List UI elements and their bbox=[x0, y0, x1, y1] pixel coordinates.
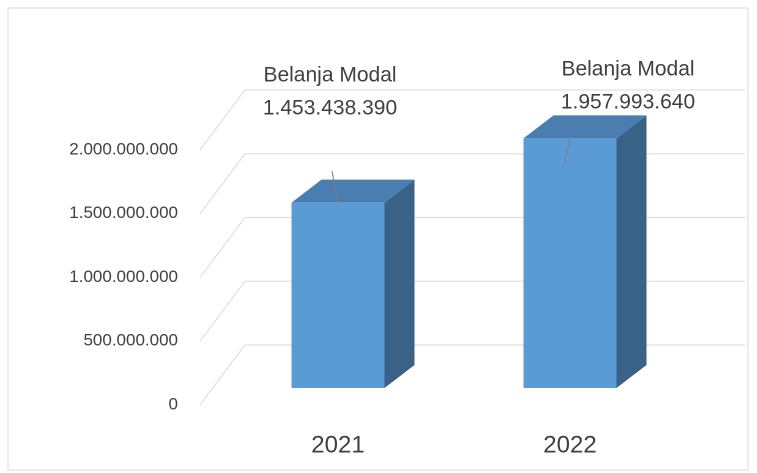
y-tick-label: 1.500.000.000 bbox=[69, 203, 178, 222]
leader-line bbox=[563, 138, 571, 166]
bar-side bbox=[384, 179, 415, 388]
data-label: 1.453.438.390 bbox=[263, 97, 397, 120]
data-label-name: Belanja Modal bbox=[263, 64, 396, 87]
bar bbox=[291, 202, 385, 388]
grid-line bbox=[199, 89, 745, 151]
x-tick-label: 2022 bbox=[543, 431, 596, 458]
data-label: 1.957.993.640 bbox=[561, 91, 695, 114]
y-tick-label: 1.000.000.000 bbox=[69, 267, 178, 286]
y-tick-label: 2.000.000.000 bbox=[69, 139, 178, 158]
y-tick-label: 500.000.000 bbox=[83, 331, 178, 350]
data-label-name: Belanja Modal bbox=[561, 58, 694, 81]
y-tick-label: 0 bbox=[169, 394, 178, 413]
bar-top bbox=[291, 179, 415, 203]
bar-side bbox=[616, 115, 647, 389]
leader-line bbox=[331, 170, 339, 203]
bar bbox=[523, 138, 617, 388]
bar-top bbox=[523, 115, 647, 139]
x-tick-label: 2021 bbox=[311, 431, 364, 458]
